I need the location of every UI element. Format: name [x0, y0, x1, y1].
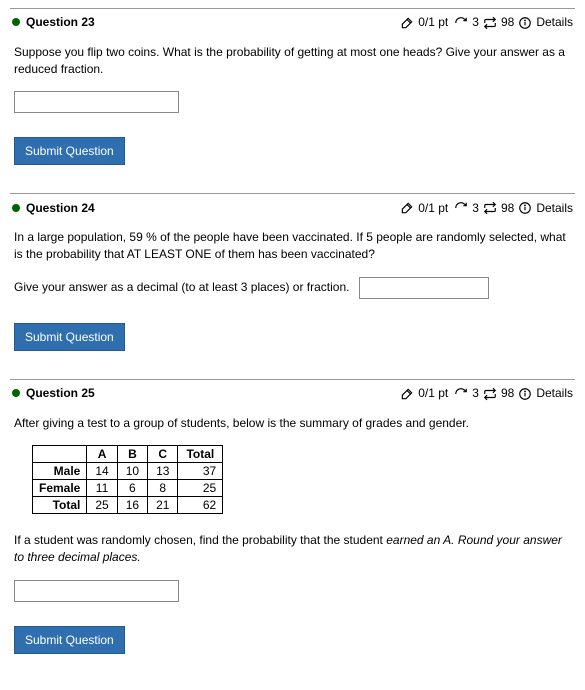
question-23: Question 23 0/1 pt 3 98 Details Suppose …: [10, 8, 575, 165]
table-corner: [33, 446, 87, 463]
table-cell: 16: [117, 497, 147, 514]
question-header: Question 24 0/1 pt 3 98 Details: [10, 200, 575, 215]
question-intro: After giving a test to a group of studen…: [14, 415, 571, 432]
table-cell: 8: [148, 480, 178, 497]
retries-text: 3: [472, 201, 479, 215]
answer-input[interactable]: [14, 91, 179, 113]
table-cell: 10: [117, 463, 147, 480]
question-body: In a large population, 59 % of the peopl…: [10, 229, 575, 351]
col-header: Total: [178, 446, 223, 463]
attempts-icon: [483, 200, 497, 215]
question-title-group: Question 23: [12, 15, 95, 29]
submit-button[interactable]: Submit Question: [14, 323, 125, 351]
edit-icon: [400, 15, 414, 30]
row-header: Total: [33, 497, 87, 514]
question-number: Question 24: [26, 201, 95, 215]
table-cell: 62: [178, 497, 223, 514]
col-header: C: [148, 446, 178, 463]
col-header: A: [87, 446, 117, 463]
table-cell: 14: [87, 463, 117, 480]
retry-icon: [454, 200, 468, 215]
question-header: Question 23 0/1 pt 3 98 Details: [10, 15, 575, 30]
attempts-icon: [483, 386, 497, 401]
details-link[interactable]: Details: [536, 15, 573, 29]
edit-icon: [400, 200, 414, 215]
retries-text: 3: [472, 15, 479, 29]
col-header: B: [117, 446, 147, 463]
attempts-text: 98: [501, 201, 514, 215]
status-dot-icon: [12, 204, 20, 212]
info-icon[interactable]: [518, 386, 532, 401]
inline-answer-row: Give your answer as a decimal (to at lea…: [14, 277, 571, 299]
table-cell: 11: [87, 480, 117, 497]
status-dot-icon: [12, 18, 20, 26]
retries-text: 3: [472, 386, 479, 400]
question-number: Question 25: [26, 386, 95, 400]
question-prompt: Suppose you flip two coins. What is the …: [14, 44, 571, 78]
table-cell: 13: [148, 463, 178, 480]
status-dot-icon: [12, 389, 20, 397]
question-meta: 0/1 pt 3 98 Details: [400, 15, 573, 30]
inline-label: Give your answer as a decimal (to at lea…: [14, 280, 349, 294]
table-row: Female 11 6 8 25: [33, 480, 223, 497]
question-body: Suppose you flip two coins. What is the …: [10, 44, 575, 166]
table-cell: 37: [178, 463, 223, 480]
submit-button[interactable]: Submit Question: [14, 137, 125, 165]
question-body: After giving a test to a group of studen…: [10, 415, 575, 654]
row-header: Female: [33, 480, 87, 497]
table-cell: 25: [87, 497, 117, 514]
table-cell: 21: [148, 497, 178, 514]
question-title-group: Question 24: [12, 201, 95, 215]
question-number: Question 23: [26, 15, 95, 29]
attempts-text: 98: [501, 386, 514, 400]
retry-icon: [454, 15, 468, 30]
answer-input[interactable]: [14, 580, 179, 602]
retry-icon: [454, 386, 468, 401]
question-24: Question 24 0/1 pt 3 98 Details In a lar…: [10, 193, 575, 350]
row-header: Male: [33, 463, 87, 480]
points-text: 0/1 pt: [418, 201, 448, 215]
details-link[interactable]: Details: [536, 386, 573, 400]
answer-input[interactable]: [359, 277, 489, 299]
question-meta: 0/1 pt 3 98 Details: [400, 386, 573, 401]
table-row: Total 25 16 21 62: [33, 497, 223, 514]
question-prompt: If a student was randomly chosen, find t…: [14, 532, 571, 566]
prompt-text: If a student was randomly chosen, find t…: [14, 533, 386, 547]
points-text: 0/1 pt: [418, 15, 448, 29]
question-title-group: Question 25: [12, 386, 95, 400]
attempts-icon: [483, 15, 497, 30]
grades-table: A B C Total Male 14 10 13 37 Female 11 6…: [32, 445, 223, 514]
table-row: A B C Total: [33, 446, 223, 463]
details-link[interactable]: Details: [536, 201, 573, 215]
info-icon[interactable]: [518, 15, 532, 30]
table-row: Male 14 10 13 37: [33, 463, 223, 480]
question-25: Question 25 0/1 pt 3 98 Details After gi…: [10, 379, 575, 654]
info-icon[interactable]: [518, 200, 532, 215]
table-cell: 25: [178, 480, 223, 497]
attempts-text: 98: [501, 15, 514, 29]
question-meta: 0/1 pt 3 98 Details: [400, 200, 573, 215]
table-cell: 6: [117, 480, 147, 497]
question-header: Question 25 0/1 pt 3 98 Details: [10, 386, 575, 401]
edit-icon: [400, 386, 414, 401]
question-prompt: In a large population, 59 % of the peopl…: [14, 229, 571, 263]
points-text: 0/1 pt: [418, 386, 448, 400]
